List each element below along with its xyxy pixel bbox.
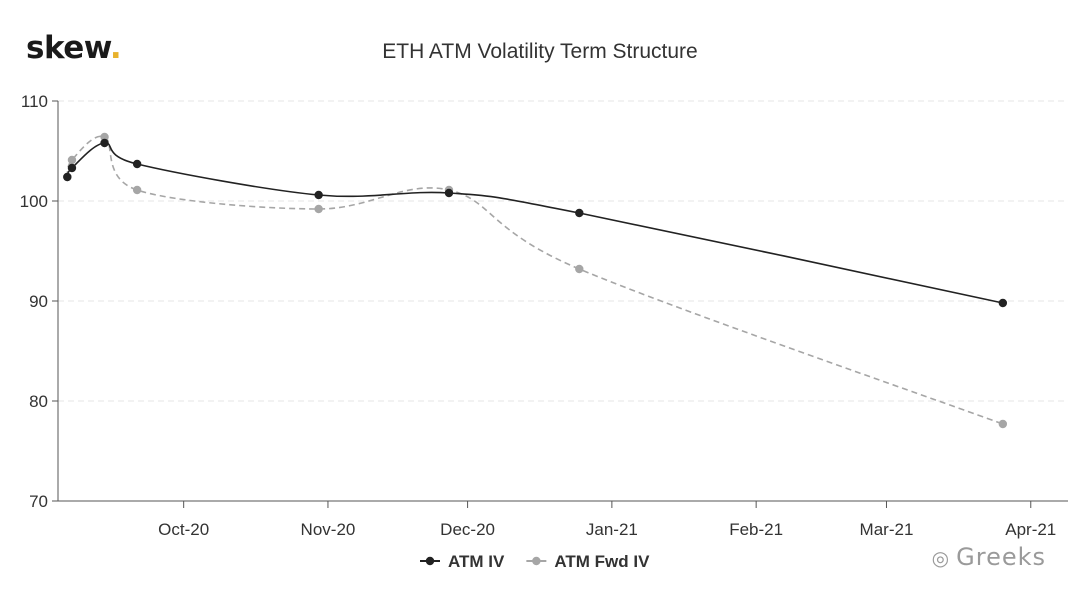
data-point-atm-fwd-iv: [67, 155, 77, 165]
legend-marker-atm-iv: [425, 556, 435, 566]
x-tick-label: Nov-20: [301, 520, 356, 539]
data-point-atm-iv: [444, 188, 454, 198]
y-tick-label: 100: [20, 192, 48, 211]
data-point-atm-fwd-iv: [100, 132, 109, 142]
x-tick-label: Mar-21: [860, 520, 914, 539]
data-point-atm-iv: [132, 159, 142, 169]
x-tick-label: Jan-21: [586, 520, 638, 539]
x-axis-ticks: Oct-20 Nov-20 Dec-20 Jan-21 Feb-21 Mar-21 Apr-…: [158, 501, 1056, 539]
data-point-atm-fwd-iv: [575, 264, 584, 274]
logo-dot: .: [109, 30, 122, 66]
legend: ATM IV ATM Fwd IV: [420, 552, 650, 571]
y-tick-label: 70: [29, 492, 48, 511]
data-point-atm-fwd-iv: [314, 204, 323, 214]
legend-marker-atm-fwd-iv: [532, 556, 541, 566]
data-point-atm-iv: [100, 138, 109, 148]
legend-label-atm-fwd-iv: ATM Fwd IV: [554, 552, 650, 571]
data-point-atm-iv: [67, 163, 77, 173]
logo-text: skew: [26, 30, 110, 66]
chart-title: ETH ATM Volatility Term Structure: [382, 40, 698, 63]
x-tick-label: Dec-20: [440, 520, 495, 539]
y-tick-label: 80: [29, 392, 48, 411]
skew-logo: skew.: [26, 30, 122, 66]
legend-label-atm-iv: ATM IV: [448, 552, 505, 571]
wechat-icon: ◎: [931, 546, 951, 570]
data-point-atm-iv: [575, 208, 584, 218]
series-line-atm-fwd-iv: [66, 135, 1004, 425]
x-tick-label: Feb-21: [729, 520, 783, 539]
y-axis-ticks: 70 80 90 100 110: [20, 92, 58, 511]
watermark-text: Greeks: [956, 543, 1046, 571]
x-tick-label: Apr-21: [1005, 520, 1056, 539]
x-tick-label: Oct-20: [158, 520, 209, 539]
series-lines: [66, 135, 1004, 425]
data-point-atm-iv: [314, 190, 323, 200]
y-tick-label: 90: [29, 292, 48, 311]
data-point-atm-iv: [998, 298, 1008, 308]
grid-lines: [58, 100, 1068, 402]
data-point-atm-fwd-iv: [132, 185, 142, 195]
series-line-atm-iv: [66, 142, 1004, 304]
y-tick-label: 110: [21, 92, 48, 111]
data-point-atm-iv: [63, 172, 72, 182]
data-point-atm-fwd-iv: [998, 419, 1008, 429]
series-points: [63, 132, 1008, 429]
greeks-watermark: ◎ Greeks: [932, 543, 1046, 571]
